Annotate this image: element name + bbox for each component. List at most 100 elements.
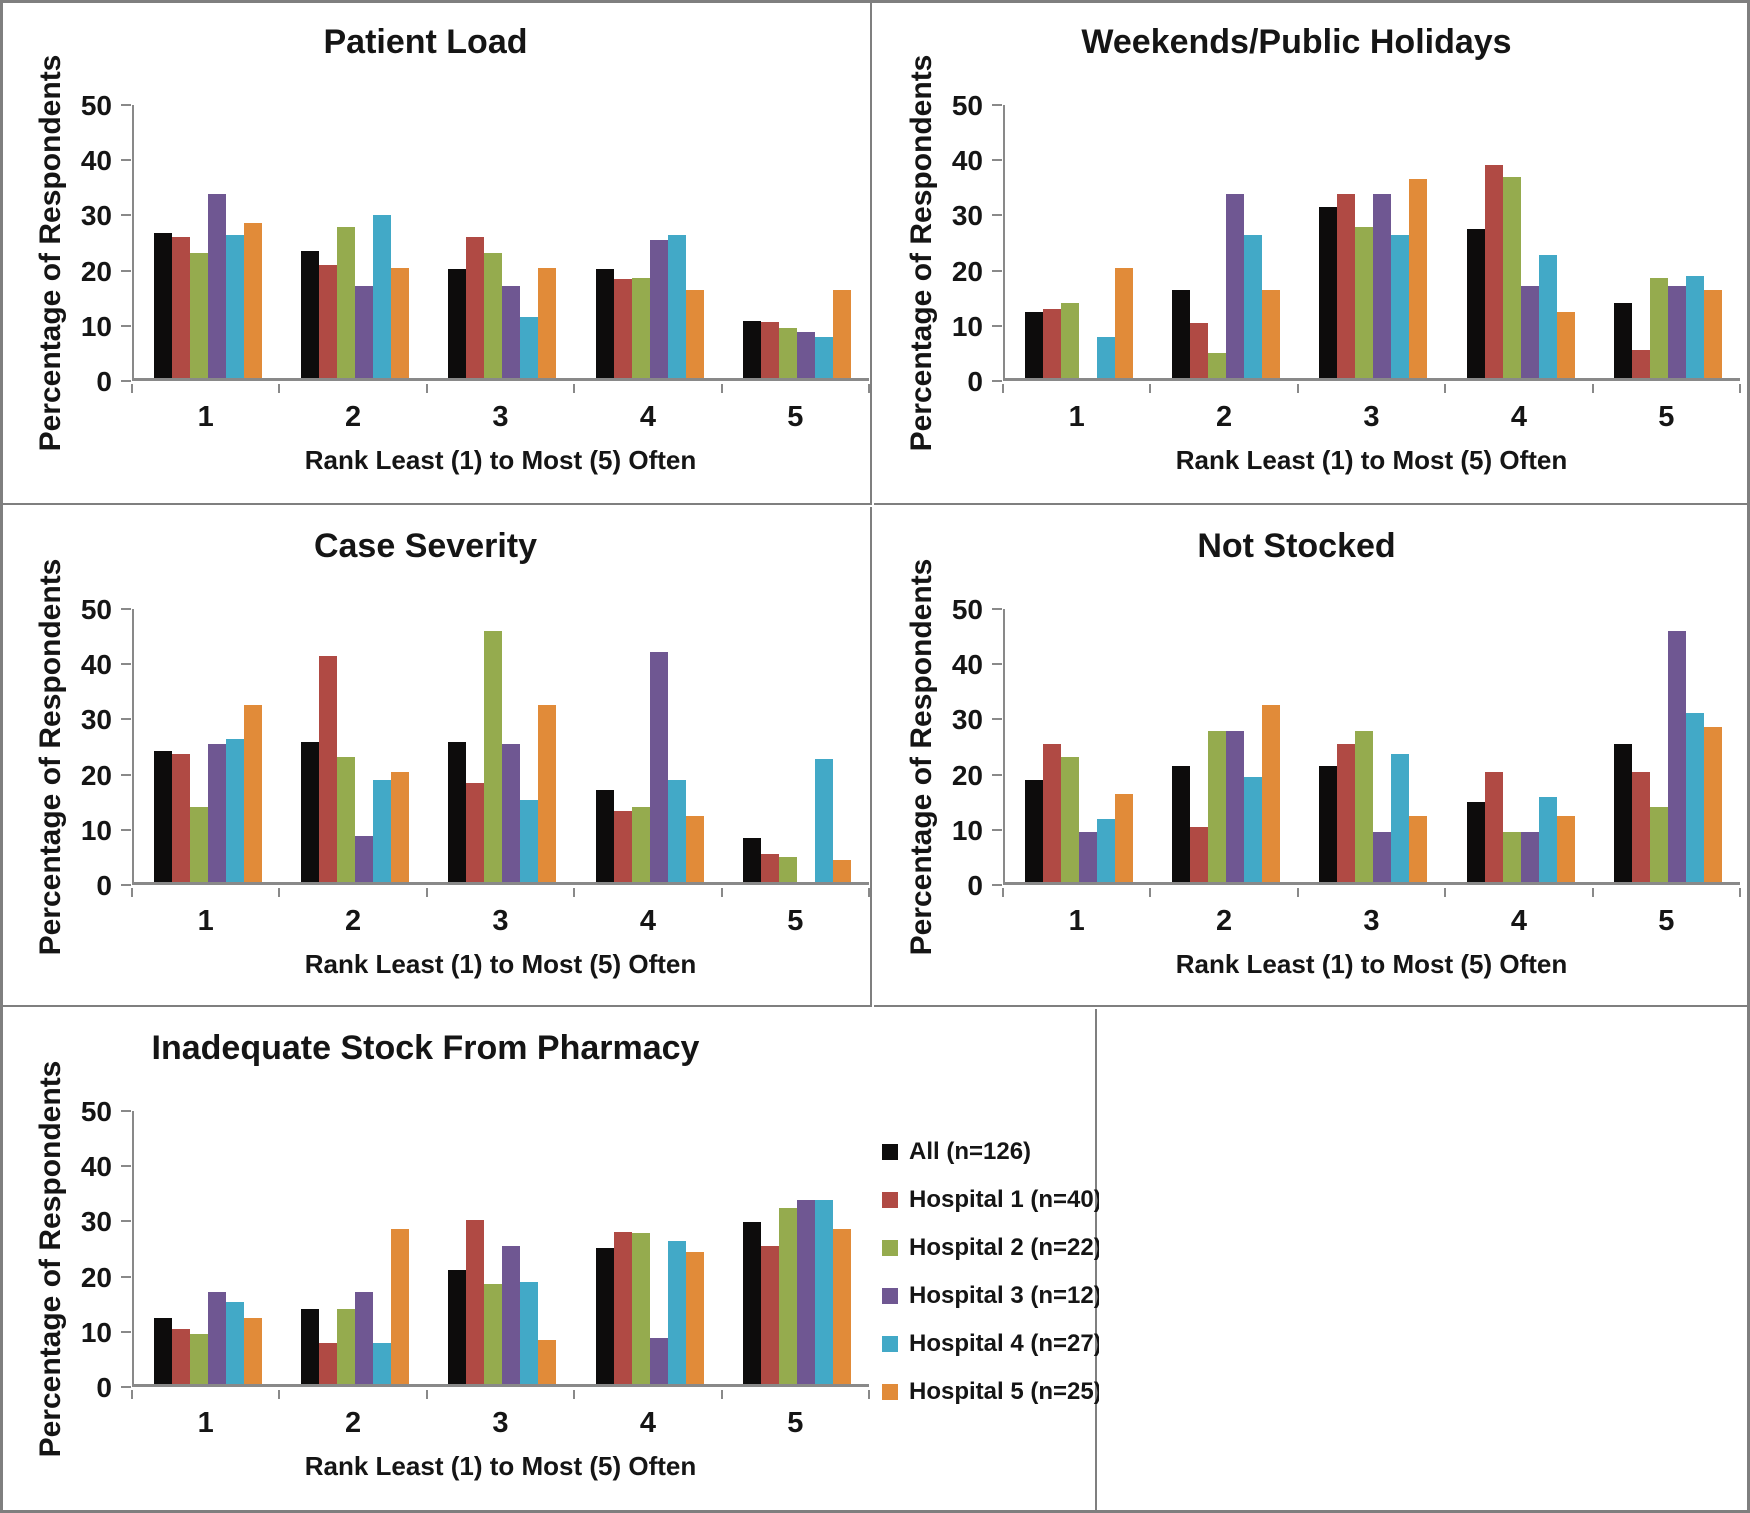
y-tick-label: 10 — [80, 310, 112, 342]
bar — [1172, 766, 1191, 882]
bar — [520, 800, 539, 882]
y-axis-tick — [121, 773, 131, 776]
bar-group-rank-5 — [724, 105, 871, 378]
bar — [1042, 744, 1061, 882]
legend-swatch — [882, 1240, 898, 1256]
x-axis-tick — [131, 888, 133, 897]
chart-title: Not Stocked — [1197, 527, 1396, 565]
x-axis-tick — [425, 384, 428, 393]
y-axis-tick — [121, 104, 131, 106]
bar — [1319, 766, 1338, 882]
x-axis-tick — [1444, 888, 1447, 897]
y-tick-label: 50 — [80, 594, 112, 625]
bar-group-rank-2 — [1152, 105, 1299, 378]
bar — [373, 215, 392, 378]
bar — [1704, 727, 1723, 882]
bar — [1190, 827, 1209, 882]
legend-swatch — [882, 1384, 898, 1400]
bar — [815, 1200, 834, 1384]
x-axis-tick — [1002, 384, 1004, 393]
bar — [1060, 303, 1079, 378]
y-tick-label: 30 — [80, 200, 112, 232]
panel-patient-load: Patient Load Percentage of Respondents 0 10… — [3, 3, 872, 505]
bar — [761, 322, 780, 378]
x-tick-label: 3 — [492, 1407, 509, 1439]
x-tick-label: 1 — [197, 401, 214, 433]
bar — [761, 1246, 780, 1384]
x-axis-tick — [1591, 384, 1594, 393]
legend-swatch — [882, 1288, 898, 1304]
bar — [1355, 227, 1374, 378]
bar — [391, 772, 410, 882]
legend-item: Hospital 2 (n=22) — [882, 1235, 1102, 1261]
y-tick-label: 0 — [96, 366, 112, 397]
y-tick-label: 20 — [951, 759, 983, 791]
bar — [649, 1338, 668, 1384]
y-axis-tick — [121, 1110, 131, 1112]
bar — [448, 742, 467, 882]
legend-item: Hospital 3 (n=12) — [882, 1283, 1102, 1309]
bar — [595, 790, 614, 882]
bar — [667, 1241, 686, 1384]
x-axis-tick — [131, 1390, 133, 1399]
x-axis-tick — [1591, 888, 1594, 897]
bar — [667, 780, 686, 882]
panel-weekends-holidays: Weekends/Public Holidays Percentage of Re… — [874, 3, 1747, 505]
bar — [743, 1222, 762, 1384]
bar-group-rank-5 — [724, 1111, 871, 1384]
legend: All (n=126) Hospital 1 (n=40) Hospital 2 (… — [882, 1139, 1102, 1427]
x-axis-tick — [720, 1390, 723, 1399]
bar — [319, 265, 338, 378]
bar — [1190, 323, 1209, 378]
bar-group-rank-1 — [1005, 105, 1152, 378]
y-tick-label: 20 — [80, 759, 112, 791]
bar — [301, 742, 320, 882]
y-tick-label: 20 — [80, 1261, 112, 1293]
bar — [1520, 286, 1539, 378]
bar — [1686, 276, 1705, 378]
bar — [484, 631, 503, 882]
x-tick-label: 4 — [1510, 401, 1527, 433]
y-tick-label: 40 — [951, 145, 983, 177]
legend-item: Hospital 5 (n=25) — [882, 1379, 1102, 1405]
x-axis-title: Rank Least (1) to Most (5) Often — [304, 445, 697, 475]
x-tick-label: 5 — [1658, 905, 1675, 937]
panel-empty-bottom-right — [1099, 1009, 1747, 1510]
x-axis-tick — [278, 384, 281, 393]
x-axis-title: Rank Least (1) to Most (5) Often — [1175, 445, 1568, 475]
bar — [207, 194, 226, 378]
bar — [337, 227, 356, 378]
x-axis-title: Rank Least (1) to Most (5) Often — [1175, 949, 1568, 979]
y-tick-label: 10 — [80, 1316, 112, 1348]
bar — [1244, 235, 1263, 378]
y-axis-tick — [121, 663, 131, 666]
y-axis-tick — [992, 159, 1002, 162]
bar — [171, 237, 190, 378]
bar — [243, 1318, 262, 1384]
y-axis-tick — [992, 718, 1002, 721]
bar — [833, 1229, 852, 1384]
bar — [1078, 832, 1097, 882]
bar-group-rank-1 — [1005, 609, 1152, 882]
bar — [1024, 780, 1043, 882]
bar — [1668, 286, 1687, 378]
x-tick-label: 2 — [1216, 905, 1233, 937]
bar — [225, 739, 244, 882]
bar — [613, 811, 632, 882]
x-tick-label: 3 — [492, 905, 509, 937]
y-axis-tick — [121, 1330, 131, 1333]
x-axis-tick — [720, 888, 723, 897]
bar — [1391, 235, 1410, 378]
x-axis-title: Rank Least (1) to Most (5) Often — [304, 949, 697, 979]
bar — [1538, 797, 1557, 882]
x-axis-tick — [868, 1390, 870, 1399]
legend-label: Hospital 5 (n=25) — [909, 1378, 1102, 1405]
plot-area — [1003, 609, 1740, 885]
bar-group-rank-5 — [1595, 609, 1742, 882]
y-tick-label: 0 — [96, 1372, 112, 1403]
bar — [631, 807, 650, 882]
y-axis-tick — [992, 324, 1002, 327]
bar — [225, 1302, 244, 1384]
bar — [1686, 713, 1705, 882]
